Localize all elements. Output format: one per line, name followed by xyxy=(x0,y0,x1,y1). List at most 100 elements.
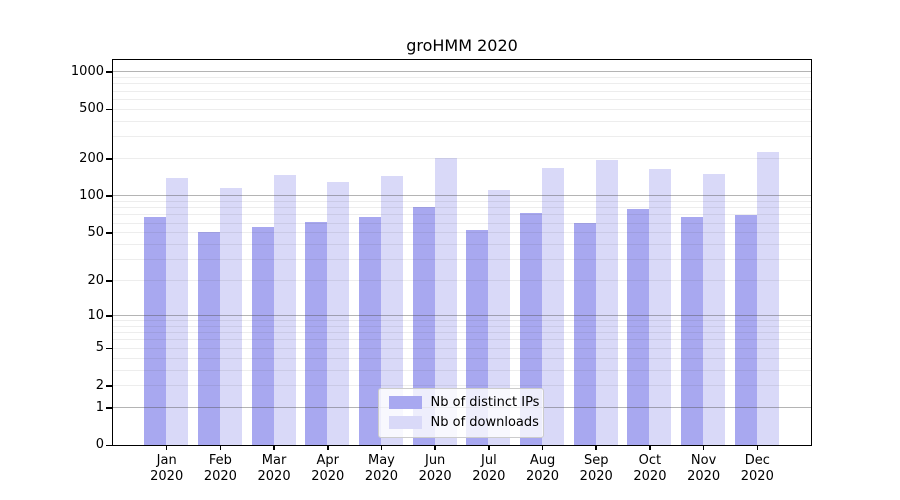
y-tick-label-1: 1 xyxy=(95,399,104,415)
y-tick-label-1000: 1000 xyxy=(70,63,104,79)
bar-distinct-ips-nov xyxy=(681,216,704,445)
gridline-20 xyxy=(112,280,811,282)
gridline-70 xyxy=(112,214,811,216)
x-tick-mark-aug xyxy=(541,445,544,450)
bar-downloads-jun xyxy=(434,157,457,445)
gridline-700 xyxy=(112,90,811,92)
bar-distinct-ips-sep xyxy=(573,222,596,445)
legend-entry-downloads: Nb of downloads xyxy=(379,414,543,431)
y-tick-mark-1000 xyxy=(105,71,112,73)
y-tick-mark-100 xyxy=(105,195,112,197)
x-tick-mark-jan xyxy=(165,445,168,450)
y-tick-label-0: 0 xyxy=(95,437,104,452)
x-tick-label-jan: Jan 2020 xyxy=(150,453,184,484)
bar-downloads-dec xyxy=(756,151,779,445)
x-tick-mark-oct xyxy=(649,445,651,450)
y-tick-label-5: 5 xyxy=(95,340,104,356)
bar-downloads-aug xyxy=(542,168,565,445)
bar-downloads-mar xyxy=(273,175,296,445)
y-tick-label-100: 100 xyxy=(79,187,104,203)
y-tick-label-500: 500 xyxy=(79,101,104,117)
gridline-600 xyxy=(112,98,811,100)
y-tick-label-200: 200 xyxy=(79,150,104,166)
x-tick-label-may: May 2020 xyxy=(364,453,398,484)
x-tick-mark-mar xyxy=(273,445,275,450)
x-tick-mark-apr xyxy=(327,445,329,450)
legend: Nb of distinct IPs Nb of downloads xyxy=(377,387,544,438)
x-tick-mark-jun xyxy=(434,445,436,450)
bars-layer xyxy=(113,60,811,445)
x-tick-label-oct: Oct 2020 xyxy=(633,453,667,484)
gridline-100 xyxy=(112,195,811,197)
x-tick-label-apr: Apr 2020 xyxy=(311,453,345,484)
bar-downloads-jul xyxy=(488,190,511,445)
gridline-4 xyxy=(112,357,811,359)
y-tick-mark-2 xyxy=(105,385,112,387)
y-tick-mark-10 xyxy=(105,315,112,317)
y-tick-mark-0 xyxy=(105,444,112,446)
gridline-3 xyxy=(112,369,811,371)
y-tick-mark-500 xyxy=(105,108,112,111)
gridline-2 xyxy=(112,385,811,387)
y-tick-label-2: 2 xyxy=(95,377,104,393)
gridline-5 xyxy=(112,347,811,349)
bar-downloads-oct xyxy=(649,169,672,445)
bar-downloads-may xyxy=(380,176,403,445)
gridline-7 xyxy=(112,332,811,334)
bar-downloads-jan xyxy=(166,178,189,445)
x-tick-mark-nov xyxy=(702,445,705,450)
y-tick-label-50: 50 xyxy=(87,224,104,240)
x-tick-mark-feb xyxy=(219,445,222,450)
bar-distinct-ips-dec xyxy=(734,215,757,445)
legend-swatch-distinct-ips xyxy=(388,396,422,409)
gridline-400 xyxy=(112,120,811,122)
chart-title: groHMM 2020 xyxy=(406,36,518,55)
gridline-1000 xyxy=(112,71,811,73)
x-tick-label-jun: Jun 2020 xyxy=(418,453,452,484)
bar-distinct-ips-mar xyxy=(251,227,274,445)
x-tick-label-dec: Dec 2020 xyxy=(740,453,774,484)
y-tick-mark-50 xyxy=(105,232,112,234)
bar-distinct-ips-jan xyxy=(144,216,167,445)
y-tick-mark-5 xyxy=(105,347,112,350)
bar-distinct-ips-may xyxy=(358,216,381,445)
gridline-300 xyxy=(112,136,811,138)
bar-downloads-sep xyxy=(595,160,618,445)
x-tick-label-feb: Feb 2020 xyxy=(203,453,237,484)
gridline-500 xyxy=(112,108,811,110)
x-tick-label-nov: Nov 2020 xyxy=(687,453,721,484)
gridline-80 xyxy=(112,207,811,209)
bar-distinct-ips-jun xyxy=(412,207,435,445)
gridline-90 xyxy=(112,200,811,202)
gridline-10 xyxy=(112,315,811,316)
bar-downloads-apr xyxy=(327,182,350,445)
legend-entry-distinct-ips: Nb of distinct IPs xyxy=(379,394,543,411)
y-tick-mark-1 xyxy=(105,407,112,409)
gridline-30 xyxy=(112,259,811,261)
gridline-8 xyxy=(112,325,811,327)
gridline-200 xyxy=(112,158,811,160)
x-tick-mark-dec xyxy=(756,445,759,450)
gridline-800 xyxy=(112,83,811,85)
plot-area: Nb of distinct IPs Nb of downloads xyxy=(111,58,812,446)
bar-distinct-ips-oct xyxy=(627,209,650,445)
x-tick-mark-may xyxy=(380,445,383,450)
gridline-900 xyxy=(112,77,811,79)
x-tick-mark-jul xyxy=(488,445,490,450)
legend-label-downloads: Nb of downloads xyxy=(430,415,539,430)
gridline-50 xyxy=(112,232,811,234)
y-tick-mark-200 xyxy=(105,158,112,160)
gridline-9 xyxy=(112,320,811,322)
bar-distinct-ips-feb xyxy=(197,232,220,445)
x-tick-mark-sep xyxy=(595,445,597,450)
x-tick-label-aug: Aug 2020 xyxy=(525,453,560,484)
y-tick-label-10: 10 xyxy=(87,307,104,323)
x-tick-label-mar: Mar 2020 xyxy=(257,453,291,484)
y-tick-mark-20 xyxy=(105,280,112,282)
legend-swatch-downloads xyxy=(388,416,422,429)
legend-label-distinct-ips: Nb of distinct IPs xyxy=(430,395,540,410)
bar-distinct-ips-apr xyxy=(305,221,328,445)
grid-layer xyxy=(112,60,811,445)
bar-downloads-feb xyxy=(219,188,242,445)
